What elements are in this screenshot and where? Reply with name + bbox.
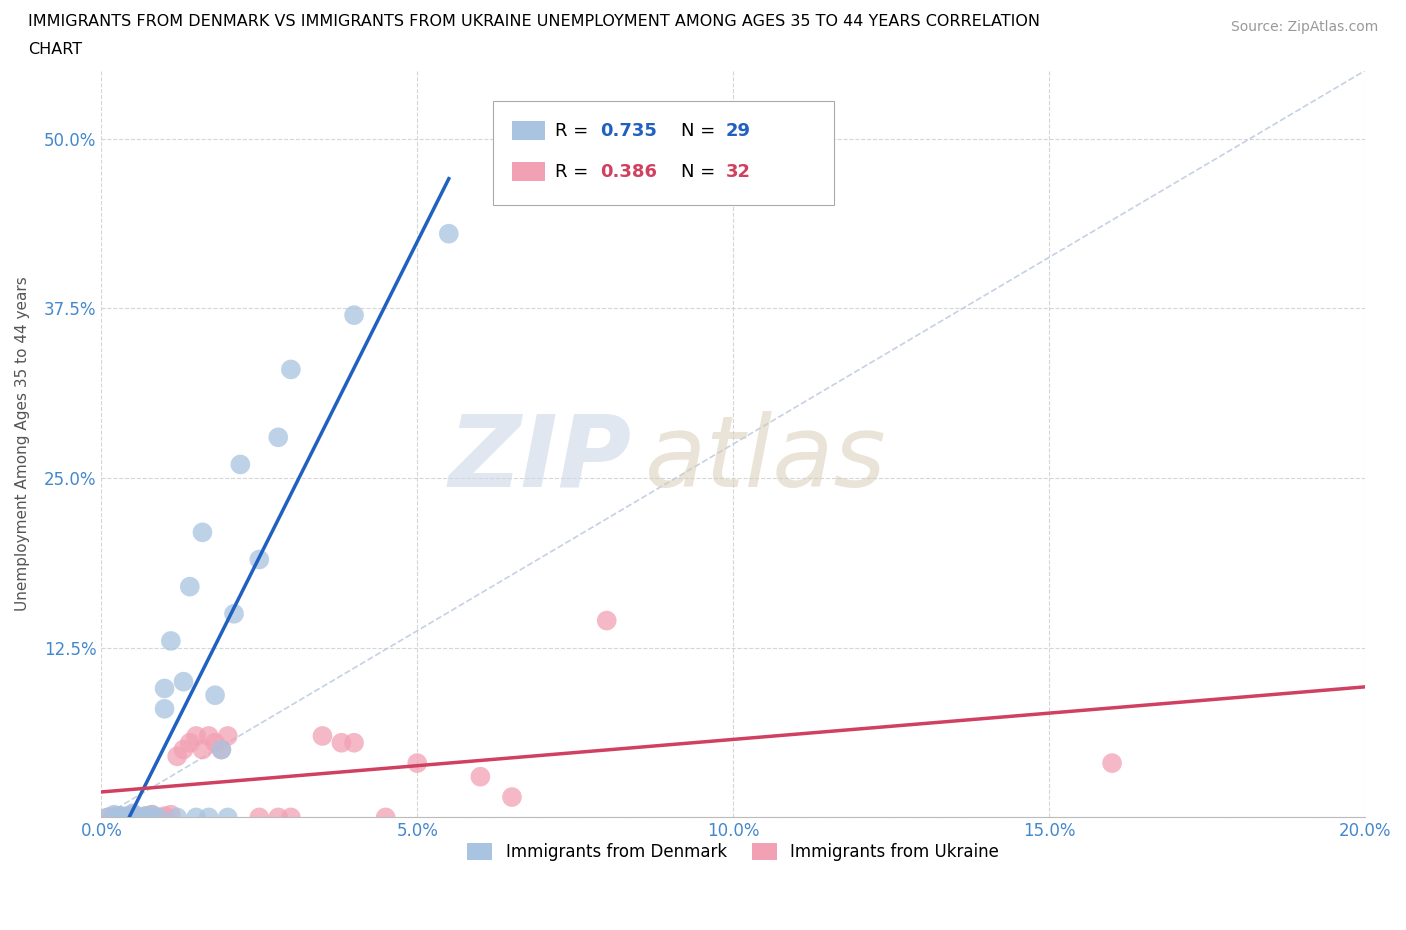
Point	[280, 810, 302, 825]
Text: atlas: atlas	[644, 410, 886, 508]
Point	[128, 810, 150, 825]
Point	[247, 552, 270, 567]
Point	[135, 808, 157, 823]
FancyBboxPatch shape	[512, 162, 544, 181]
Point	[229, 457, 252, 472]
Text: 29: 29	[725, 122, 751, 140]
Text: 32: 32	[725, 163, 751, 180]
Text: CHART: CHART	[28, 42, 82, 57]
Point	[217, 728, 239, 743]
Point	[267, 430, 290, 445]
Text: Source: ZipAtlas.com: Source: ZipAtlas.com	[1230, 20, 1378, 34]
Point	[141, 807, 163, 822]
Point	[153, 808, 176, 823]
Text: R =: R =	[555, 163, 593, 180]
Point	[141, 807, 163, 822]
Point	[128, 810, 150, 825]
Point	[166, 749, 188, 764]
Point	[110, 808, 132, 823]
Point	[406, 756, 429, 771]
Point	[374, 810, 396, 825]
Point	[122, 807, 145, 822]
Point	[173, 674, 195, 689]
Point	[110, 808, 132, 823]
Point	[115, 808, 138, 823]
Point	[166, 810, 188, 825]
Point	[153, 681, 176, 696]
Point	[153, 701, 176, 716]
Point	[222, 606, 245, 621]
Point	[135, 808, 157, 823]
Point	[217, 810, 239, 825]
Point	[330, 736, 353, 751]
Text: N =: N =	[682, 122, 721, 140]
Point	[173, 742, 195, 757]
Point	[209, 742, 232, 757]
Point	[596, 613, 619, 628]
Point	[115, 810, 138, 825]
Point	[148, 810, 170, 825]
Point	[184, 810, 207, 825]
Point	[197, 728, 219, 743]
Point	[197, 810, 219, 825]
Point	[209, 742, 232, 757]
Point	[1101, 756, 1123, 771]
Point	[247, 810, 270, 825]
Point	[204, 736, 226, 751]
Point	[179, 736, 201, 751]
Point	[191, 742, 214, 757]
Point	[470, 769, 492, 784]
Text: IMMIGRANTS FROM DENMARK VS IMMIGRANTS FROM UKRAINE UNEMPLOYMENT AMONG AGES 35 TO: IMMIGRANTS FROM DENMARK VS IMMIGRANTS FR…	[28, 14, 1040, 29]
Point	[122, 806, 145, 821]
Point	[179, 579, 201, 594]
Text: R =: R =	[555, 122, 593, 140]
Text: 0.386: 0.386	[600, 163, 658, 180]
Point	[191, 525, 214, 539]
Point	[437, 226, 460, 241]
Point	[311, 728, 333, 743]
Point	[160, 633, 183, 648]
Point	[160, 807, 183, 822]
Legend: Immigrants from Denmark, Immigrants from Ukraine: Immigrants from Denmark, Immigrants from…	[467, 844, 998, 861]
FancyBboxPatch shape	[512, 121, 544, 140]
Point	[343, 308, 366, 323]
Point	[267, 810, 290, 825]
Point	[97, 810, 120, 825]
FancyBboxPatch shape	[494, 100, 834, 206]
Point	[97, 810, 120, 825]
Point	[501, 790, 523, 804]
Point	[148, 810, 170, 825]
Point	[280, 362, 302, 377]
Point	[103, 808, 125, 823]
Text: ZIP: ZIP	[449, 410, 631, 508]
Text: 0.735: 0.735	[600, 122, 657, 140]
Point	[110, 810, 132, 825]
Y-axis label: Unemployment Among Ages 35 to 44 years: Unemployment Among Ages 35 to 44 years	[15, 277, 30, 612]
Point	[204, 688, 226, 703]
Point	[343, 736, 366, 751]
Text: N =: N =	[682, 163, 721, 180]
Point	[184, 728, 207, 743]
Point	[103, 807, 125, 822]
